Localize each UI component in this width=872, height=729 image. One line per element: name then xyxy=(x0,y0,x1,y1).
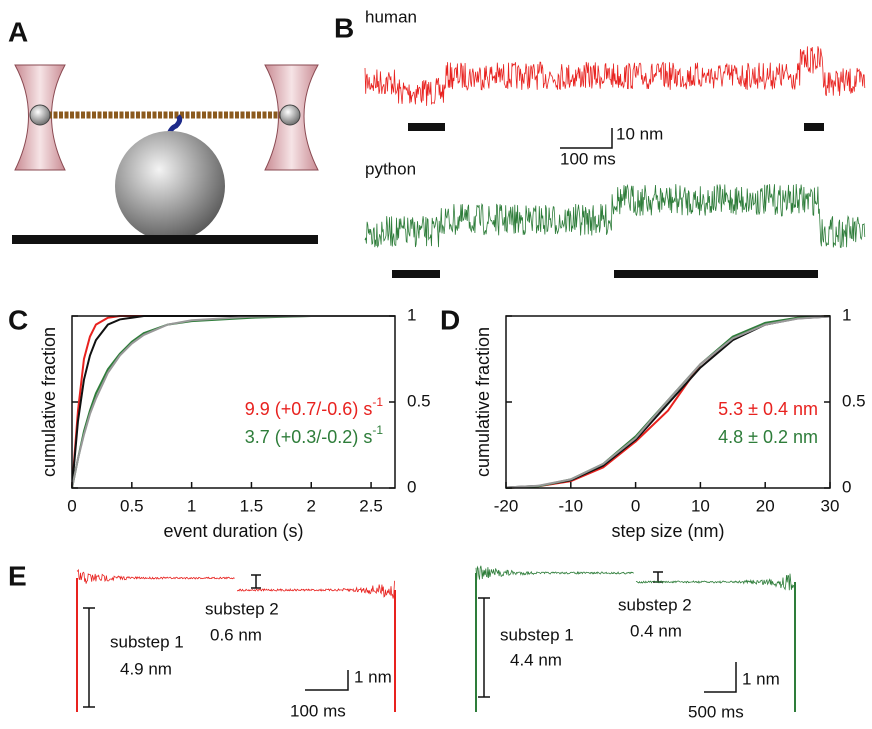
annotation-text: 3.7 (+0.3/-0.2) s xyxy=(245,427,373,447)
scale-bar xyxy=(560,128,613,149)
x-tick-label: 30 xyxy=(821,496,840,515)
scale-label: 10 nm xyxy=(616,124,663,143)
x-tick-label: 0 xyxy=(67,496,76,515)
substep-label: substep 1 xyxy=(500,625,574,644)
x-tick-label: 20 xyxy=(756,496,775,515)
substep-label: substep 1 xyxy=(110,632,184,651)
substep-size: 4.4 nm xyxy=(510,650,562,669)
substep-label: substep 2 xyxy=(618,595,692,614)
trace-label: python xyxy=(365,159,416,178)
human-trace xyxy=(364,46,866,106)
annotation: 3.7 (+0.3/-0.2) s-1 xyxy=(245,423,384,447)
x-tick-label: 2.5 xyxy=(359,496,383,515)
x-tick-label: 0 xyxy=(631,496,640,515)
substep-trace xyxy=(76,568,235,584)
scale-label: 1 nm xyxy=(742,669,780,688)
panel-label: E xyxy=(8,560,27,591)
substep-trace xyxy=(475,565,634,581)
annotation-text: 5.3 ± 0.4 nm xyxy=(718,399,818,419)
annotation: 5.3 ± 0.4 nm xyxy=(718,399,818,419)
panel-label: C xyxy=(8,304,28,335)
y-axis-label: cumulative fraction xyxy=(473,327,493,477)
y-tick-label: 1 xyxy=(407,305,416,324)
trap-diagram xyxy=(12,64,319,244)
y-tick-label: 0.5 xyxy=(842,391,866,410)
annotation: 4.8 ± 0.2 nm xyxy=(718,427,818,447)
x-tick-label: -20 xyxy=(494,496,519,515)
trace-label: human xyxy=(365,7,417,26)
substep-label: substep 2 xyxy=(205,599,279,618)
annotation-sup: -1 xyxy=(372,423,383,437)
y-tick-label: 0.5 xyxy=(407,391,431,410)
annotation-text: 4.8 ± 0.2 nm xyxy=(718,427,818,447)
x-tick-label: 2 xyxy=(307,496,316,515)
x-tick-label: 1.5 xyxy=(240,496,264,515)
x-axis-label: event duration (s) xyxy=(163,521,303,541)
scale-label: 500 ms xyxy=(688,702,744,721)
x-tick-label: 1 xyxy=(187,496,196,515)
x-tick-label: -10 xyxy=(559,496,584,515)
scale-label: 1 nm xyxy=(354,667,392,686)
cdf-line xyxy=(71,315,395,489)
scale-label: 100 ms xyxy=(560,149,616,168)
event-bars xyxy=(392,123,824,278)
y-axis-label: cumulative fraction xyxy=(39,327,59,477)
panel-label: A xyxy=(8,16,28,47)
annotation: 9.9 (+0.7/-0.6) s-1 xyxy=(245,395,384,419)
substep-trace xyxy=(635,573,796,591)
y-tick-label: 0 xyxy=(407,477,416,496)
panel-label: D xyxy=(440,304,460,335)
scale-label: 100 ms xyxy=(290,701,346,720)
cdf-line xyxy=(505,315,831,489)
python-trace xyxy=(364,183,866,249)
x-tick-label: 10 xyxy=(691,496,710,515)
panel-label: B xyxy=(334,12,354,43)
x-axis-label: step size (nm) xyxy=(611,521,724,541)
y-tick-label: 0 xyxy=(842,477,851,496)
substep-edge xyxy=(76,578,396,712)
annotation-text: 9.9 (+0.7/-0.6) s xyxy=(245,399,373,419)
substep-size: 0.6 nm xyxy=(210,625,262,644)
substep-size: 4.9 nm xyxy=(120,659,172,678)
substep-trace xyxy=(236,580,395,599)
y-tick-label: 1 xyxy=(842,305,851,324)
x-tick-label: 0.5 xyxy=(120,496,144,515)
substep-size: 0.4 nm xyxy=(630,621,682,640)
annotation-sup: -1 xyxy=(372,395,383,409)
substep-edge xyxy=(475,573,796,712)
